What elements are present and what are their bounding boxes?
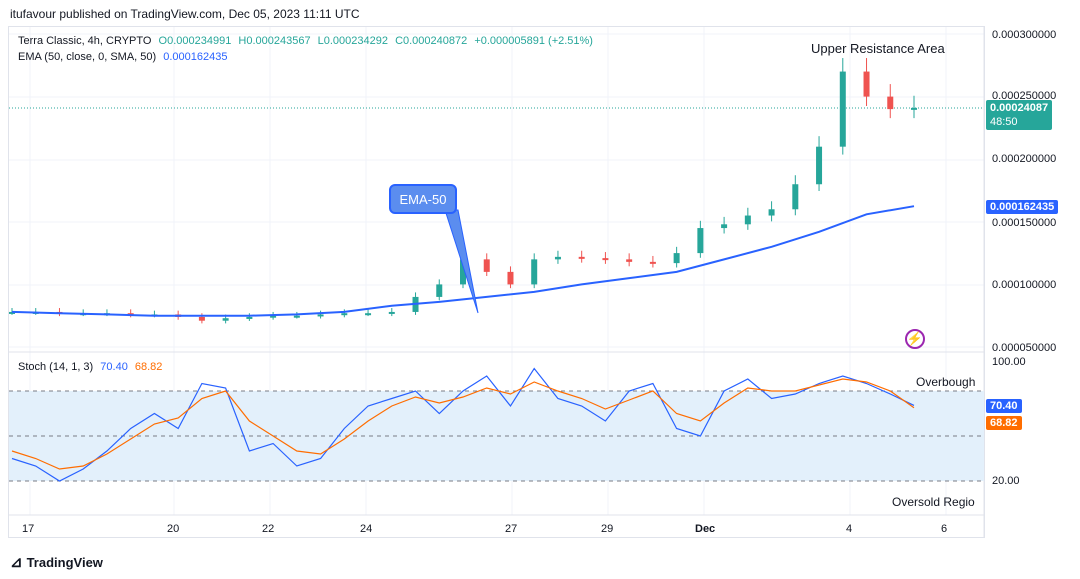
- ema-label: EMA (50, close, 0, SMA, 50): [18, 51, 157, 63]
- time-tick: 20: [167, 523, 180, 535]
- price-tick: 0.000200000: [992, 153, 1057, 165]
- candle-body: [721, 224, 728, 229]
- candle-body: [887, 96, 894, 110]
- stoch-k-line: [11, 367, 915, 482]
- candle-body: [744, 215, 751, 225]
- candle-body: [436, 284, 443, 297]
- ema-price-badge: 0.000162435: [986, 200, 1059, 214]
- current-price-badge: 0.00024087 48:50: [986, 100, 1053, 130]
- candle-body: [531, 259, 538, 285]
- ema-callout-pointer: [444, 209, 479, 314]
- candle-body: [649, 261, 656, 264]
- candle-body: [626, 259, 633, 262]
- symbol-label: Terra Classic, 4h, CRYPTO: [18, 35, 152, 47]
- candle-body: [578, 256, 585, 259]
- stoch-legend: Stoch (14, 1, 3) 70.40 68.82: [18, 361, 162, 373]
- candle-body: [554, 256, 561, 260]
- time-tick: 24: [360, 523, 373, 535]
- candle-body: [341, 313, 348, 316]
- time-tick: 22: [262, 523, 275, 535]
- stoch-d-legend: 68.82: [134, 361, 163, 373]
- time-tick: 6: [941, 523, 948, 535]
- candle-body: [792, 184, 799, 210]
- candle-body: [222, 318, 229, 321]
- low-value: L0.000234292: [317, 35, 388, 47]
- upper-resistance-label: Upper Resistance Area: [811, 41, 945, 56]
- candle-body: [911, 107, 917, 110]
- stoch-tick-20: 20.00: [992, 475, 1020, 487]
- close-value: C0.000240872: [395, 35, 468, 47]
- candle-body: [483, 259, 490, 272]
- candle-body: [460, 259, 466, 285]
- time-tick: 29: [601, 523, 614, 535]
- overbought-label: Overbough: [916, 375, 976, 389]
- time-tick: Dec: [695, 523, 716, 535]
- countdown-value: 48:50: [990, 116, 1018, 128]
- candle-body: [365, 313, 372, 316]
- price-tick: 0.000100000: [992, 279, 1057, 291]
- candle-body: [293, 315, 300, 318]
- ema-line: [11, 205, 915, 317]
- stoch-label: Stoch (14, 1, 3): [18, 361, 94, 373]
- main-legend: Terra Classic, 4h, CRYPTO O0.000234991 H…: [18, 35, 593, 47]
- high-value: H0.000243567: [238, 35, 311, 47]
- candle-body: [863, 71, 870, 97]
- price-tick: 0.000300000: [992, 29, 1057, 41]
- candle-body: [673, 253, 680, 264]
- published-header: itufavour published on TradingView.com, …: [10, 7, 360, 21]
- candle-body: [9, 311, 15, 314]
- candle-body: [507, 271, 514, 285]
- stoch-d-badge: 68.82: [986, 416, 1022, 430]
- candle-body: [839, 71, 846, 147]
- lightning-icon[interactable]: ⚡: [905, 329, 925, 349]
- change-value: +0.000005891 (+2.51%): [474, 35, 593, 47]
- brand-label: TradingView: [26, 554, 103, 570]
- candle-body: [388, 311, 395, 314]
- stoch-d-line: [11, 378, 915, 470]
- oversold-label: Oversold Regio: [892, 495, 975, 509]
- stoch-tick-100: 100.00: [992, 356, 1026, 368]
- stoch-k-badge: 70.40: [986, 399, 1022, 413]
- candle-body: [317, 314, 324, 317]
- time-tick: 4: [846, 523, 853, 535]
- ema-callout: EMA-50: [389, 184, 457, 214]
- current-price-value: 0.00024087: [990, 102, 1049, 114]
- stoch-k-legend: 70.40: [100, 361, 128, 373]
- price-tick: 0.000150000: [992, 217, 1057, 229]
- candle-body: [697, 228, 704, 254]
- price-tick: 0.000050000: [992, 342, 1057, 354]
- candle-body: [602, 258, 609, 261]
- candle-body: [246, 316, 253, 319]
- candle-body: [198, 316, 205, 321]
- ema-legend: EMA (50, close, 0, SMA, 50) 0.000162435: [18, 51, 227, 63]
- tradingview-logo-icon: ⊿: [10, 554, 23, 571]
- time-tick: 17: [22, 523, 35, 535]
- open-value: O0.000234991: [158, 35, 232, 47]
- candle-body: [270, 315, 277, 318]
- footer-brand: ⊿ TradingView: [10, 553, 103, 571]
- candle-body: [768, 209, 775, 216]
- candle-body: [816, 146, 823, 185]
- time-tick: 27: [505, 523, 518, 535]
- ema-legend-value: 0.000162435: [163, 51, 228, 63]
- price-tick: 0.000250000: [992, 90, 1057, 102]
